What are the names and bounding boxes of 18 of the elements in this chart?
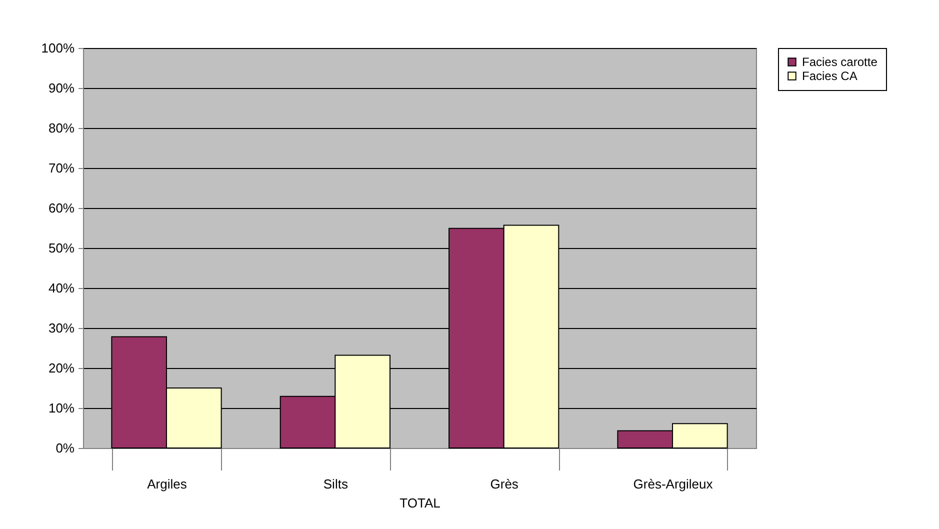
x-axis-title: TOTAL bbox=[400, 496, 440, 510]
x-tick-label: Silts bbox=[323, 476, 348, 492]
y-tick-label: 100% bbox=[41, 40, 75, 56]
x-tick-label: Grès-Argileux bbox=[633, 476, 714, 492]
x-tick-label: Grès bbox=[490, 476, 519, 492]
y-tick-label: 0% bbox=[56, 440, 75, 456]
y-tick-label: 50% bbox=[48, 240, 75, 256]
y-tick-label: 60% bbox=[48, 200, 75, 216]
y-tick-label: 30% bbox=[48, 320, 75, 336]
legend-label: Facies CA bbox=[802, 69, 858, 83]
legend-label: Facies carotte bbox=[802, 55, 878, 69]
y-tick-label: 20% bbox=[48, 360, 75, 376]
y-tick-label: 90% bbox=[48, 80, 75, 96]
y-tick-label: 10% bbox=[48, 400, 75, 416]
y-tick-label: 70% bbox=[48, 160, 75, 176]
y-tick-label: 40% bbox=[48, 280, 75, 296]
y-tick-label: 80% bbox=[48, 120, 75, 136]
x-tick-label: Argiles bbox=[147, 476, 188, 492]
